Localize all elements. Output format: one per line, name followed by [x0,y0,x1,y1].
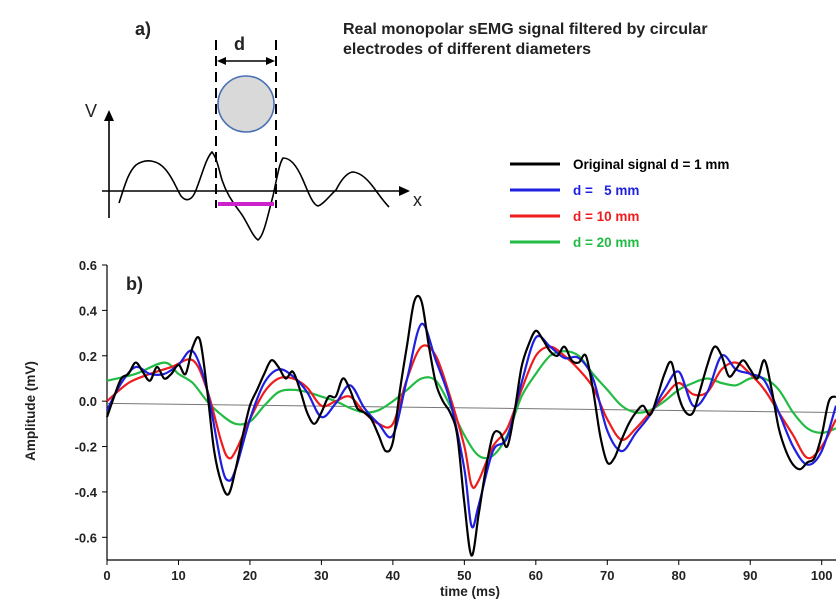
x-tick-label: 20 [243,568,257,583]
x-axis-title: time (ms) [440,584,500,599]
panel-b-chart: b) 0.6 0.4 0.2 0.0 -0.2 -0.4 -0.6 0 10 20 30 40 50 6… [23,258,836,599]
v-axis-label: V [85,101,97,121]
legend-entry-d10: d = 10 mm [510,209,639,224]
d-arrow-right-icon [266,57,275,65]
series-line-d20 [106,350,836,460]
x-tick-label: 60 [529,568,543,583]
x-axis-arrow-icon [399,186,410,196]
plot-frame [106,265,836,561]
legend-entry-d1: Original signal d = 1 mm [510,157,729,172]
y-tick-label: -0.6 [75,530,97,545]
legend-entry-d20: d = 20 mm [510,235,639,250]
legend-label-d5: d = 5 mm [573,183,639,198]
series-layer [105,294,836,557]
panel-b-label: b) [126,274,143,294]
y-tick-label: 0.0 [79,394,97,409]
y-axis-title: Amplitude (mV) [23,361,38,461]
x-tick-label: 50 [457,568,471,583]
x-axis-label: x [413,190,422,210]
d-label: d [234,34,245,54]
y-axis-ticks: 0.6 0.4 0.2 0.0 -0.2 -0.4 -0.6 [75,258,107,545]
y-tick-label: -0.4 [75,485,98,500]
legend-label-d20: d = 20 mm [573,235,639,250]
panel-a-signal [118,150,390,241]
electrode-circle [217,75,275,133]
x-tick-label: 90 [743,568,757,583]
chart-legend: Original signal d = 1 mm d = 5 mm d = 10… [510,157,729,250]
x-tick-label: 0 [103,568,110,583]
y-tick-label: 0.6 [79,258,97,273]
x-tick-label: 40 [386,568,400,583]
x-axis-ticks: 0 10 20 30 40 50 60 70 80 90 100 [103,560,833,583]
series-line-d5 [106,322,836,529]
x-tick-label: 100 [811,568,833,583]
figure-title-line2: electrodes of different diameters [343,41,591,58]
series-line-d1 [105,294,836,557]
zero-baseline [106,402,836,413]
x-tick-label: 30 [314,568,328,583]
legend-label-d1: Original signal d = 1 mm [573,157,729,172]
panel-a-label: a) [135,19,151,39]
v-axis-arrow-icon [104,110,114,121]
x-tick-label: 80 [672,568,686,583]
y-tick-label: 0.4 [79,303,98,318]
legend-entry-d5: d = 5 mm [510,183,639,198]
y-tick-label: -0.2 [75,440,97,455]
panel-a-diagram: a) V x d [85,19,422,241]
x-tick-label: 70 [600,568,614,583]
y-tick-label: 0.2 [79,349,97,364]
legend-label-d10: d = 10 mm [573,209,639,224]
figure-title-line1: Real monopolar sEMG signal filtered by c… [343,21,708,38]
d-arrow-left-icon [217,57,226,65]
x-tick-label: 10 [171,568,185,583]
